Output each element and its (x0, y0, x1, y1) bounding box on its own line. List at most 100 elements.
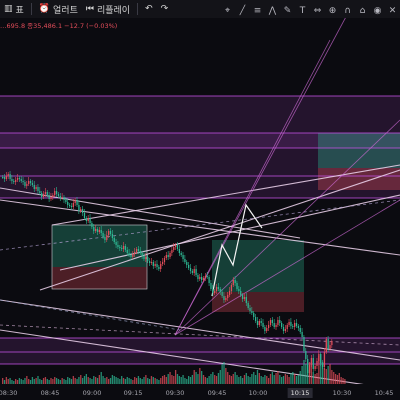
candle (87, 218, 89, 221)
volume-bar (74, 378, 76, 384)
brush-icon[interactable]: ✎ (283, 6, 292, 16)
volume-bar (288, 377, 290, 384)
candle (253, 313, 255, 317)
volume-bar (327, 366, 329, 384)
candle (106, 235, 108, 240)
candle (195, 269, 197, 275)
volume-bar (48, 380, 50, 384)
candle (156, 264, 158, 267)
replay-button[interactable]: ⏮ 리플레이 (82, 0, 134, 18)
volume-bar (63, 379, 65, 384)
text-icon[interactable]: T (299, 6, 306, 16)
volume-bar (197, 374, 199, 384)
volume-bar (275, 373, 277, 384)
volume-bar (52, 379, 54, 384)
candle (197, 275, 199, 279)
position-outline (51, 224, 148, 290)
volume-bar (256, 370, 259, 384)
candle (72, 203, 74, 207)
volume-bar (245, 373, 247, 384)
dashed-line (0, 324, 400, 346)
volume-bar (68, 378, 71, 384)
volume-bar (163, 375, 166, 384)
candle (150, 262, 153, 263)
volume-bar (33, 379, 35, 384)
candle (234, 280, 236, 283)
trash-icon[interactable]: ✕ (388, 6, 397, 16)
replay-label: 리플레이 (96, 5, 131, 16)
zoom-icon[interactable]: ⊕ (328, 6, 337, 16)
candle (63, 197, 65, 200)
volume-bar (154, 378, 156, 384)
candle (37, 187, 39, 191)
volume-bar (228, 375, 231, 384)
volume-bar (174, 370, 177, 384)
redo-button[interactable]: ↷ (157, 0, 173, 18)
fib-band (0, 176, 400, 198)
dashed-line (0, 299, 181, 331)
undo-button[interactable]: ↶ (141, 0, 157, 18)
volume-bar (195, 372, 197, 384)
candle (117, 245, 119, 247)
volume-bar (210, 374, 212, 384)
measure-icon[interactable]: ⇔ (313, 6, 322, 16)
candle (15, 180, 17, 182)
replay-icon: ⏮ (85, 4, 94, 14)
candle (294, 323, 296, 327)
volume-bar (314, 374, 316, 384)
candle (5, 176, 8, 179)
volume-bar (165, 377, 167, 384)
volume-bar (199, 368, 201, 384)
volume-bar (234, 372, 236, 384)
candle (236, 283, 238, 289)
price-readout: …695.8 종35,486.1 −12.7 (−0.03%) (0, 22, 118, 30)
volume-bar (301, 366, 303, 384)
pattern-icon[interactable]: ⋀ (268, 6, 277, 16)
long-position-stop (52, 267, 147, 289)
candle (98, 230, 101, 232)
candle (122, 246, 125, 249)
zigzag-pattern (211, 203, 263, 297)
volume-bar (238, 377, 240, 384)
candle (3, 177, 6, 179)
candle (215, 287, 218, 291)
volume-bar (148, 379, 151, 384)
candle (52, 195, 54, 197)
toolbar-item-chart[interactable]: ▥ 표 (0, 0, 28, 18)
alert-button[interactable]: ⏰ 얼러트 (35, 0, 82, 18)
volume-bar (241, 378, 244, 384)
volume-bar (331, 370, 333, 384)
candle (80, 209, 82, 211)
magnet-icon[interactable]: ∩ (344, 6, 351, 16)
volume-bar (70, 379, 73, 384)
time-tick-label: 09:15 (123, 389, 143, 397)
trend-line-icon[interactable]: ╱ (239, 6, 246, 16)
volume-bar (78, 377, 80, 384)
lock-icon[interactable]: ⌂ (359, 6, 366, 16)
volume-bar (338, 373, 340, 384)
volume-bar (279, 375, 281, 384)
volume-bar (152, 377, 154, 384)
candle (113, 238, 115, 242)
fib-icon[interactable]: ≡ (253, 6, 262, 16)
alarm-icon: ⏰ (38, 4, 51, 14)
volume-bar (249, 377, 251, 384)
candle (124, 246, 127, 250)
candle (184, 259, 186, 262)
volume-bar (208, 376, 210, 384)
candle (201, 277, 203, 280)
volume-layer (2, 354, 346, 384)
volume-bar (122, 378, 125, 384)
volume-bar (5, 377, 8, 384)
candle (186, 262, 188, 265)
candle (256, 321, 259, 325)
candle (271, 320, 273, 323)
candle (284, 329, 287, 331)
volume-bar (202, 375, 205, 384)
drawing-toolbar: ⌖ ╱ ≡ ⋀ ✎ T ⇔ ⊕ ∩ ⌂ ◉ ✕ (220, 0, 400, 22)
eye-icon[interactable]: ◉ (373, 6, 382, 16)
candle (26, 184, 28, 186)
time-axis[interactable]: 08:30 08:45 09:00 09:15 09:30 09:45 10:00 10:15… (0, 384, 400, 400)
cursor-icon[interactable]: ⌖ (224, 6, 231, 16)
